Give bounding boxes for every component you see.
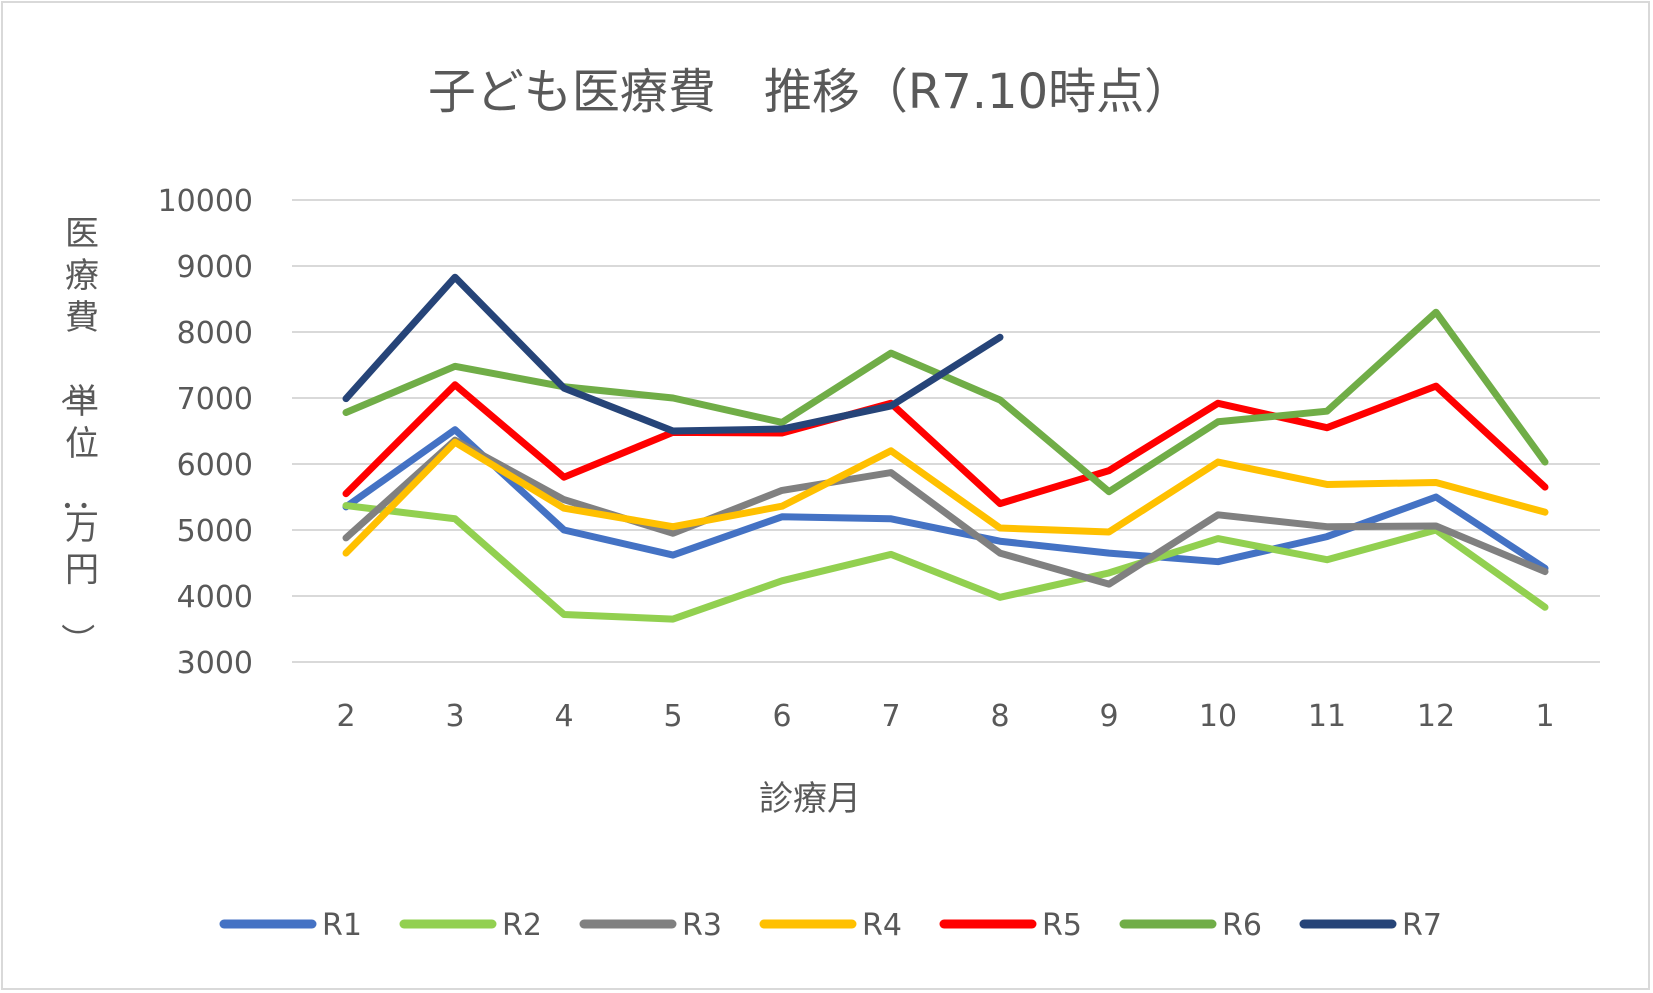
legend-item-r5: R5 [939,908,1082,943]
x-tick-label: 5 [663,699,682,734]
legend-item-r4: R4 [759,908,902,943]
series-line-r5 [342,381,1549,508]
x-tick-label: 9 [1099,699,1118,734]
y-tick-label: 6000 [177,448,253,483]
y-tick-label: 5000 [177,514,253,549]
x-tick-label: 2 [336,699,355,734]
y-tick-label: 10000 [158,184,253,219]
y-tick-label: 9000 [177,250,253,285]
x-tick-label: 1 [1535,699,1554,734]
y-tick-label: 3000 [177,646,253,681]
legend-item-r1: R1 [219,908,362,943]
y-tick-label: 4000 [177,580,253,615]
series-line-r4 [342,438,1549,557]
series-line-r2 [342,502,1549,623]
legend-item-r2: R2 [399,908,542,943]
x-tick-label: 3 [445,699,464,734]
x-tick-label: 11 [1308,699,1346,734]
legend-item-r7: R7 [1299,908,1442,943]
chart-title: 子ども医療費 推移（R7.10時点） [428,64,1192,120]
legend-label: R1 [322,908,362,943]
legend-item-r6: R6 [1119,908,1262,943]
y-tick-label: 8000 [177,316,253,351]
x-tick-label: 6 [772,699,791,734]
series-line-r3 [342,436,1549,588]
x-tick-label: 4 [554,699,573,734]
legend-label: R4 [862,908,902,943]
x-tick-label: 8 [990,699,1009,734]
legend-label: R7 [1402,908,1442,943]
legend-label: R2 [502,908,542,943]
x-tick-label: 12 [1417,699,1455,734]
x-axis-label: 診療月 [759,779,861,819]
legend-label: R6 [1222,908,1262,943]
x-tick-label: 10 [1199,699,1237,734]
y-tick-label: 7000 [177,382,253,417]
series-line-r6 [342,308,1549,496]
series-line-r7 [342,273,1004,435]
legend-item-r3: R3 [579,908,722,943]
legend-label: R5 [1042,908,1082,943]
legend-label: R3 [682,908,722,943]
x-tick-label: 7 [881,699,900,734]
y-axis-label: 医療費（単位：万円） [56,214,99,657]
